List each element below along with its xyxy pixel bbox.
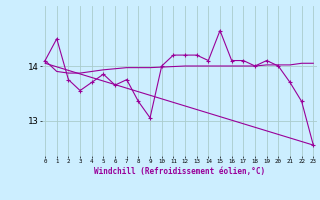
X-axis label: Windchill (Refroidissement éolien,°C): Windchill (Refroidissement éolien,°C): [94, 167, 265, 176]
